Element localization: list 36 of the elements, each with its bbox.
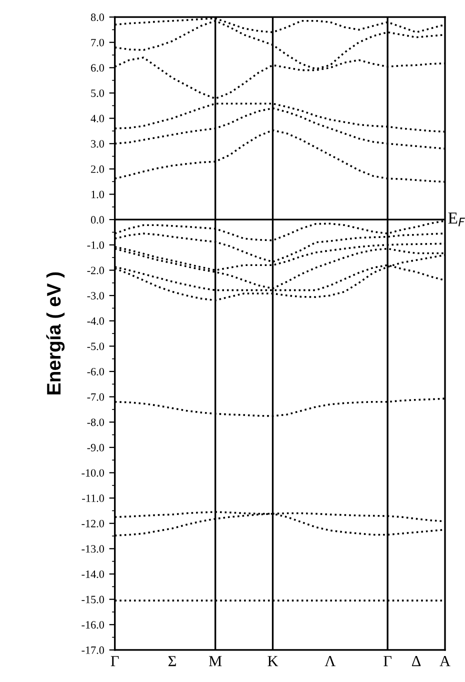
x-tick-label: A — [440, 656, 450, 666]
y-tick-label: -2.0 — [87, 266, 104, 274]
y-tick-label: 6.0 — [91, 64, 104, 72]
y-axis-title: Energía ( eV ) — [46, 272, 65, 394]
y-tick-label: 3.0 — [91, 140, 104, 148]
y-tick-label: 0.0 — [90, 216, 104, 224]
y-tick-label: 4.0 — [90, 114, 104, 122]
y-tick-label: 2.0 — [91, 165, 104, 173]
ref-line-label: E$_{F}$ — [448, 212, 465, 226]
x-tick-label: Σ — [168, 656, 176, 666]
y-tick-label: 5.0 — [91, 89, 104, 98]
y-tick-label: -12.0 — [82, 520, 104, 528]
x-tick-label: Δ — [412, 656, 421, 666]
y-tick-label: -17.0 — [82, 646, 104, 654]
y-tick-label: -4.0 — [87, 317, 104, 325]
x-tick-label: Γ — [384, 656, 392, 666]
y-tick-label: 8.0 — [90, 14, 104, 22]
y-tick-label: -8.0 — [87, 418, 104, 426]
y-tick-label: -7.0 — [87, 393, 104, 401]
y-tick-label: 7.0 — [91, 38, 104, 46]
x-tick-label: K — [268, 656, 278, 666]
y-tick-label: -5.0 — [87, 342, 104, 350]
y-tick-label: -9.0 — [87, 444, 104, 452]
x-tick-label: Γ — [110, 656, 119, 666]
x-tick-label: M — [208, 656, 222, 666]
y-tick-label: -15.0 — [82, 596, 104, 604]
y-tick-label: -10.0 — [82, 469, 104, 477]
y-tick-label: -6.0 — [87, 368, 104, 376]
y-tick-label: -1.0 — [87, 241, 104, 249]
y-tick-label: 1.0 — [92, 190, 104, 198]
y-tick-label: -11.0 — [82, 494, 104, 502]
y-tick-label: -3.0 — [87, 292, 104, 300]
x-tick-label: Λ — [324, 656, 336, 666]
y-tick-label: -13.0 — [82, 545, 104, 553]
y-tick-label: -14.0 — [82, 570, 104, 578]
y-tick-label: -16.0 — [82, 621, 104, 629]
